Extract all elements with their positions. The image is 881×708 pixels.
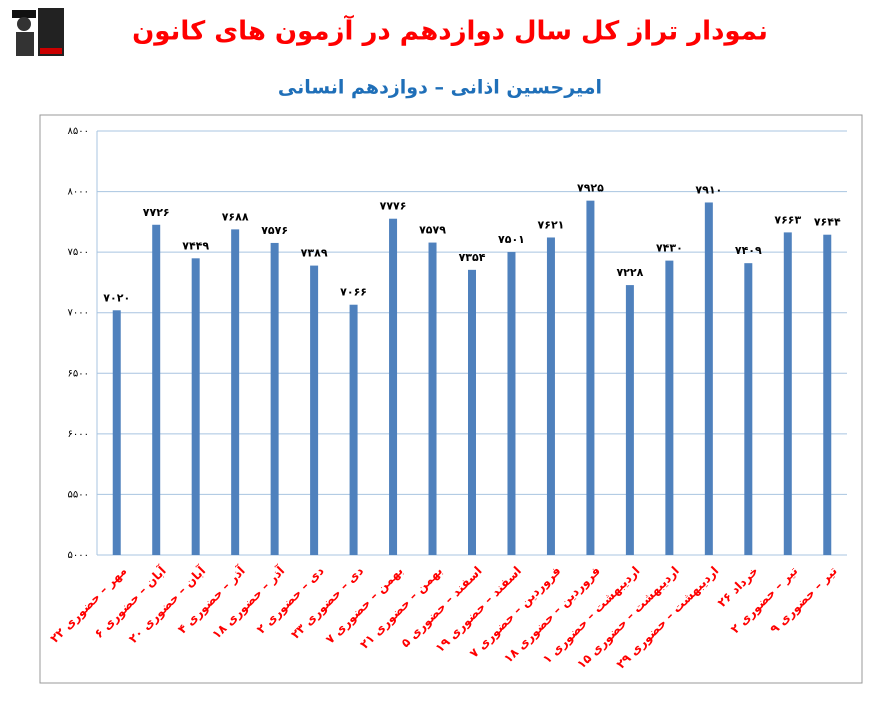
value-label: ۷۶۴۴ — [814, 216, 841, 229]
chart-title: نمودار تراز کل سال دوازدهم در آزمون های … — [132, 15, 768, 47]
value-label: ۷۳۵۴ — [459, 251, 486, 264]
bar — [744, 263, 753, 555]
bar — [152, 224, 161, 555]
x-tick-label: ۶ آبان – حضوری — [91, 562, 170, 641]
y-tick-label: ۵۵۰۰ — [68, 489, 89, 500]
y-tick-label: ۷۰۰۰ — [68, 308, 89, 319]
bar — [428, 242, 437, 555]
bar — [270, 242, 279, 555]
y-tick-label: ۸۰۰۰ — [68, 187, 89, 198]
bar — [349, 304, 358, 555]
value-label: ۷۴۳۰ — [656, 242, 683, 255]
bar — [546, 237, 555, 556]
value-label: ۷۲۲۸ — [616, 266, 643, 279]
bar — [586, 200, 595, 555]
x-tick-label: ۱۸ آذر – حضوری — [209, 562, 289, 642]
value-label: ۷۰۲۰ — [103, 291, 130, 304]
value-label: ۷۷۲۶ — [143, 206, 170, 219]
value-label: ۷۶۲۱ — [538, 218, 565, 231]
value-label: ۷۴۰۹ — [735, 244, 762, 257]
bar — [783, 232, 792, 555]
value-label: ۷۴۴۹ — [182, 239, 209, 252]
plot-frame — [39, 114, 863, 684]
y-tick-label: ۸۵۰۰ — [68, 126, 89, 137]
bar — [112, 310, 121, 555]
value-label: ۷۶۸۸ — [222, 210, 249, 223]
chart-subtitle: امیرحسین اذانی – دوازدهم انسانی — [278, 77, 602, 99]
y-tick-label: ۷۵۰۰ — [68, 247, 89, 258]
value-label: ۷۹۲۵ — [577, 182, 604, 195]
bar — [310, 265, 319, 555]
bar — [625, 285, 634, 555]
value-label: ۷۵۰۱ — [498, 233, 525, 246]
value-label: ۷۵۷۶ — [261, 224, 288, 237]
value-label: ۷۵۷۹ — [419, 224, 446, 237]
x-tick-label: ۴ آذر – حضوری — [174, 562, 249, 637]
bar — [507, 252, 516, 555]
value-label: ۷۶۶۳ — [774, 213, 801, 226]
bar — [665, 260, 674, 555]
bar — [704, 202, 713, 555]
bar — [231, 229, 240, 556]
bar — [468, 269, 476, 555]
logo — [12, 8, 64, 56]
value-label: ۷۷۷۶ — [380, 200, 407, 213]
bar — [389, 218, 398, 555]
y-tick-label: ۶۵۰۰ — [68, 368, 89, 379]
y-tick-label: ۶۰۰۰ — [68, 429, 89, 440]
y-tick-label: ۵۰۰۰ — [68, 550, 89, 561]
value-label: ۷۹۱۰ — [695, 183, 722, 196]
value-label: ۷۳۸۹ — [301, 247, 328, 260]
bar — [823, 234, 832, 555]
bar — [191, 258, 200, 555]
value-label: ۷۰۶۶ — [340, 286, 367, 299]
